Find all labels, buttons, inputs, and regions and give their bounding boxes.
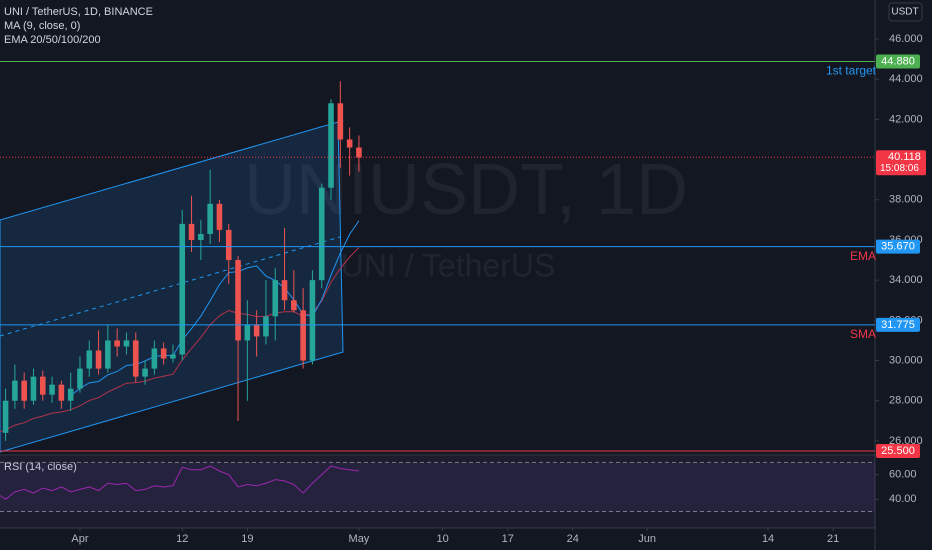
candle-body [12, 380, 18, 401]
y-tick-label: 30.000 [889, 354, 923, 366]
candle-body [95, 350, 102, 369]
candle-body [328, 103, 334, 188]
currency-button[interactable] [888, 2, 923, 22]
x-tick-label: 10 [436, 533, 448, 545]
y-tick-label: 44.000 [889, 73, 923, 85]
candle-body [263, 316, 269, 337]
candle-body [291, 300, 297, 311]
candle-body [253, 324, 260, 337]
candle-body [77, 368, 83, 389]
candle-body [281, 280, 288, 301]
level-name: SMA [850, 327, 876, 341]
candle-body [346, 139, 353, 148]
candle-body [318, 187, 325, 281]
level-price-box [876, 317, 920, 332]
chart-title: UNI / TetherUS, 1D, BINANCE [4, 6, 153, 18]
ema-line [0, 247, 360, 433]
candle-body [49, 384, 55, 395]
candle-body [151, 348, 158, 369]
candle-body [123, 340, 130, 347]
indicator-label: MA (9, close, 0) [4, 20, 80, 32]
candle-body [188, 223, 195, 240]
candle-body [160, 348, 167, 359]
last-price-box [876, 150, 926, 176]
rsi-band-fill [0, 462, 875, 512]
candle-body [67, 388, 74, 401]
x-tick-label: May [349, 533, 370, 545]
candle-body [114, 340, 120, 347]
candle-body [2, 400, 9, 433]
y-tick-label: 26.000 [889, 435, 923, 447]
level-price-box [876, 239, 920, 254]
candle-body [105, 340, 111, 369]
candle-body [244, 324, 251, 341]
candle-body [356, 147, 362, 158]
x-tick-label: 14 [762, 533, 774, 545]
x-tick-label: 24 [567, 533, 579, 545]
rsi-title: RSI (14, close) [4, 461, 77, 473]
candle-body [235, 260, 241, 341]
candle-body [225, 229, 232, 261]
rsi-y-tick-label: 40.00 [889, 493, 917, 505]
candle-body [170, 354, 176, 359]
candle-body [272, 280, 279, 317]
level-price-box [876, 443, 920, 458]
x-tick-label: 21 [827, 533, 839, 545]
rsi-line [0, 465, 359, 500]
candle-body [216, 203, 223, 230]
channel-midline [0, 236, 341, 337]
rsi-pane [0, 456, 875, 528]
level-price-box [876, 54, 920, 69]
y-tick-label: 38.000 [889, 194, 923, 206]
x-tick-label: 19 [241, 533, 253, 545]
level-name: EMA [850, 249, 876, 263]
y-tick-label: 46.000 [889, 33, 923, 45]
x-tick-label: 12 [176, 533, 188, 545]
candle-body [86, 350, 93, 369]
candle-body [142, 368, 148, 377]
y-tick-label: 28.000 [889, 395, 923, 407]
rsi-y-tick-label: 60.00 [889, 469, 917, 481]
level-price-label: 35.670 [881, 240, 915, 252]
watermark-sub: UNI / TetherUS [341, 247, 556, 283]
parallel-channel [0, 121, 344, 453]
candle-body [39, 376, 46, 395]
candle-body [30, 376, 37, 401]
x-tick-label: Apr [71, 533, 88, 545]
level-price-label: 44.880 [881, 55, 915, 67]
level-name: 1st target [826, 64, 877, 78]
indicator-label: EMA 20/50/100/200 [4, 34, 101, 46]
last-price-label: 40.118 [888, 151, 921, 163]
candle-body [309, 280, 316, 361]
candle-body [198, 233, 204, 240]
level-price-label: 25.500 [881, 445, 915, 457]
candle-body [179, 223, 186, 355]
candle-body [132, 340, 139, 377]
candle-body [300, 310, 306, 361]
level-price-label: 31.775 [881, 319, 915, 331]
watermark: UNIUSDT, 1D [244, 150, 688, 230]
y-tick-label: 34.000 [889, 274, 923, 286]
candle-body [58, 384, 65, 401]
x-tick-label: Jun [638, 533, 656, 545]
candle-body [21, 380, 27, 401]
y-tick-label: 42.000 [889, 113, 923, 125]
candle-body [207, 203, 213, 234]
candle-body [337, 103, 344, 140]
countdown-label: 15:08:06 [880, 163, 919, 174]
x-tick-label: 17 [502, 533, 514, 545]
currency-label[interactable]: USDT [891, 7, 918, 18]
